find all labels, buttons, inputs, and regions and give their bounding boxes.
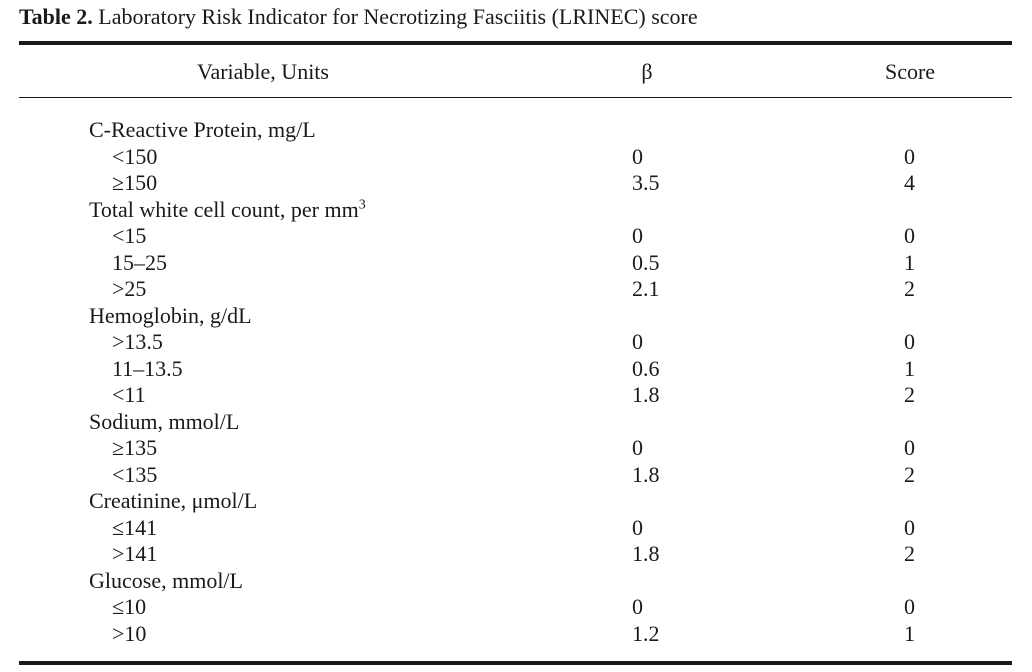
level-label: 11–13.5 (112, 355, 183, 381)
table-group-row: Glucose, mmol/L (0, 568, 1032, 595)
level-label: <11 (112, 382, 146, 407)
level-label: ≥135 (112, 435, 158, 460)
level-label: >10 (112, 620, 147, 646)
table-group-row: Sodium, mmol/L (0, 409, 1032, 436)
header-score: Score (884, 59, 936, 84)
group-name-crp: C-Reactive Protein, mg/L (89, 117, 316, 142)
level-label: >141 (112, 541, 158, 566)
score-value: 2 (904, 461, 915, 487)
beta-value: 1.2 (632, 620, 660, 646)
group-name-wbc-superscript: 3 (358, 197, 366, 213)
score-value: 2 (904, 541, 915, 566)
score-value: 0 (904, 514, 915, 540)
table-header-rule (19, 97, 1012, 98)
table-caption: Table 2. Laboratory Risk Indicator for N… (19, 4, 698, 30)
score-value: 1 (904, 620, 915, 646)
score-value: 0 (904, 435, 915, 460)
level-label: ≤141 (112, 514, 158, 540)
table-row: >10 1.2 1 (0, 621, 1032, 648)
header-variable: Variable, Units (197, 59, 329, 84)
beta-value: 3.5 (632, 170, 660, 195)
table-group-row: Creatinine, μmol/L (0, 488, 1032, 515)
score-value: 0 (904, 594, 915, 619)
beta-value: 2.1 (632, 276, 660, 301)
table-row: ≤141 0 0 (0, 515, 1032, 542)
level-label: ≤10 (112, 594, 147, 619)
table-row: 11–13.5 0.6 1 (0, 356, 1032, 383)
beta-value: 1.8 (632, 541, 660, 566)
group-name-hemoglobin: Hemoglobin, g/dL (89, 302, 252, 328)
table-row: <11 1.8 2 (0, 382, 1032, 409)
table-header-row: Variable, Units β Score (19, 58, 1012, 86)
level-label: 15–25 (112, 249, 167, 275)
table-row: <135 1.8 2 (0, 462, 1032, 489)
table-row: >13.5 0 0 (0, 329, 1032, 356)
beta-value: 0 (632, 143, 643, 169)
table-row: >141 1.8 2 (0, 541, 1032, 568)
level-label: <135 (112, 461, 158, 487)
group-name-glucose: Glucose, mmol/L (89, 567, 243, 593)
beta-value: 0.6 (632, 355, 660, 381)
score-value: 0 (904, 329, 915, 354)
score-value: 2 (904, 382, 915, 407)
header-beta: β (641, 59, 653, 84)
beta-value: 0 (632, 329, 643, 354)
table-row: 15–25 0.5 1 (0, 250, 1032, 277)
beta-value: 0.5 (632, 249, 660, 275)
beta-value: 1.8 (632, 461, 660, 487)
table-caption-label: Table 2. (19, 4, 93, 29)
score-value: 1 (904, 355, 915, 381)
beta-value: 0 (632, 594, 643, 619)
score-value: 4 (904, 170, 915, 195)
table-caption-title: Laboratory Risk Indicator for Necrotizin… (98, 4, 698, 29)
score-value: 0 (904, 223, 915, 248)
table-row: ≥150 3.5 4 (0, 170, 1032, 197)
beta-value: 1.8 (632, 382, 660, 407)
level-label: ≥150 (112, 170, 158, 195)
group-name-wbc: Total white cell count, per mm3 (89, 197, 366, 224)
beta-value: 0 (632, 435, 643, 460)
score-value: 2 (904, 276, 915, 301)
table-body: C-Reactive Protein, mg/L <150 0 0 ≥150 3… (0, 117, 1032, 647)
beta-value: 0 (632, 223, 643, 248)
table-row: ≥135 0 0 (0, 435, 1032, 462)
level-label: <15 (112, 223, 147, 248)
group-name-wbc-text: Total white cell count, per mm (89, 196, 359, 222)
level-label: >25 (112, 276, 147, 301)
table-row: >25 2.1 2 (0, 276, 1032, 303)
group-name-sodium: Sodium, mmol/L (89, 408, 240, 434)
group-name-creatinine: Creatinine, μmol/L (89, 488, 258, 513)
table-row: ≤10 0 0 (0, 594, 1032, 621)
beta-value: 0 (632, 514, 643, 540)
table-bottom-rule (19, 661, 1012, 665)
table-group-row: C-Reactive Protein, mg/L (0, 117, 1032, 144)
table-top-rule (19, 41, 1012, 45)
table-group-row: Hemoglobin, g/dL (0, 303, 1032, 330)
table-row: <150 0 0 (0, 144, 1032, 171)
level-label: <150 (112, 143, 158, 169)
level-label: >13.5 (112, 329, 163, 354)
table-group-row: Total white cell count, per mm3 (0, 197, 1032, 224)
table-row: <15 0 0 (0, 223, 1032, 250)
score-value: 1 (904, 249, 915, 275)
score-value: 0 (904, 143, 915, 169)
